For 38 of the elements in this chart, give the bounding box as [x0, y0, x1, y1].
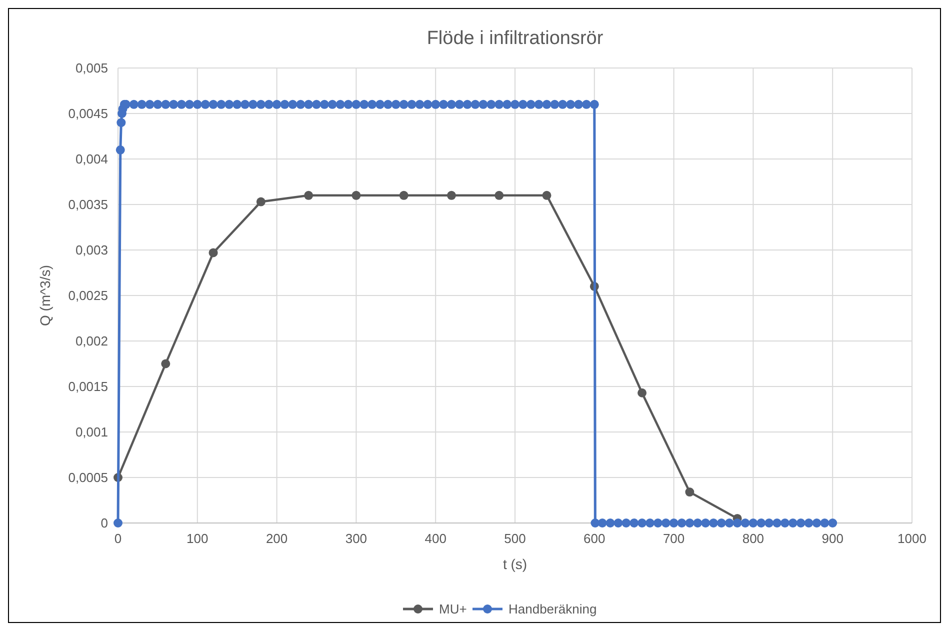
- legend-label: Handberäkning: [508, 602, 597, 617]
- point: [685, 488, 694, 497]
- point: [304, 190, 314, 200]
- point: [208, 248, 218, 258]
- x-tick-label: 300: [345, 531, 368, 546]
- x-axis-title: t (s): [502, 556, 528, 572]
- x-tick-label: 600: [584, 531, 606, 546]
- y-tick-label: 0,005: [75, 60, 108, 76]
- y-tick-label: 0,002: [75, 334, 108, 349]
- y-tick-label: 0,004: [75, 152, 108, 167]
- y-tick-label: 0,001: [75, 424, 108, 440]
- x-tick-label: 900: [822, 531, 844, 546]
- point: [638, 388, 647, 398]
- y-tick-label: 0,0045: [68, 106, 108, 122]
- y-tick-label: 0: [100, 516, 108, 531]
- chart-title: Flöde i infiltrationsrör: [426, 28, 604, 49]
- x-tick-label: 800: [742, 531, 764, 546]
- x-tick-label: 0: [114, 531, 122, 546]
- x-tick-label: 1000: [898, 531, 926, 546]
- x-tick-label: 400: [424, 531, 446, 546]
- point: [352, 190, 361, 200]
- x-tick-label: 200: [266, 531, 288, 546]
- y-tick-label: 0,0025: [68, 288, 108, 304]
- x-tick-label: 500: [504, 531, 526, 546]
- point: [494, 190, 504, 200]
- point: [399, 190, 408, 200]
- y-tick-label: 0,0005: [68, 470, 108, 486]
- point: [161, 359, 170, 368]
- point: [542, 190, 552, 200]
- point: [446, 190, 456, 200]
- y-tick-label: 0,003: [75, 242, 108, 258]
- y-tick-label: 0,0035: [68, 197, 108, 212]
- legend-label: MU+: [439, 602, 467, 617]
- x-tick-label: 700: [662, 531, 685, 546]
- point: [256, 197, 266, 206]
- y-tick-label: 0,0015: [68, 379, 108, 394]
- y-axis-title: Q (m^3/s): [37, 264, 53, 326]
- x-tick-label: 100: [186, 531, 208, 546]
